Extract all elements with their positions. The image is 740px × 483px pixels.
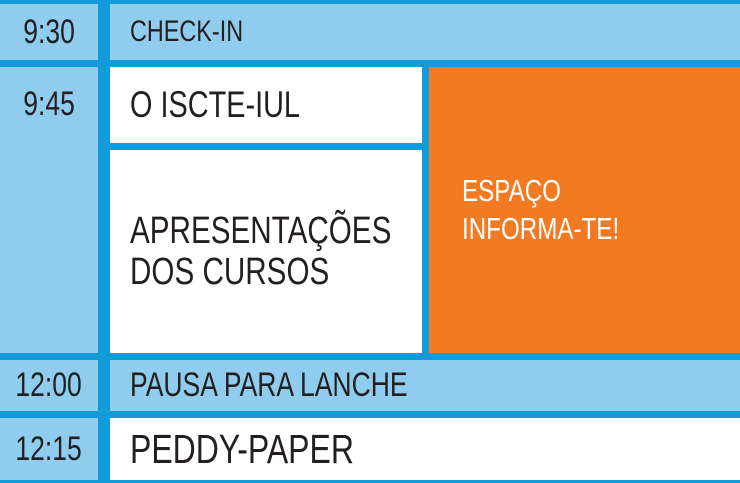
event-label: CHECK-IN [130,14,244,48]
time-label: 12:00 [15,366,83,405]
time-label: 12:15 [15,429,83,468]
event-cell-checkin: CHECK-IN [110,4,740,60]
time-label: 9:45 [23,85,75,123]
side-panel-label: ESPAÇO INFORMA-TE! [462,173,620,246]
time-cell-0945: 9:45 [0,67,98,353]
event-label: O ISCTE-IUL [130,84,300,126]
event-cell-apresentacoes: APRESENTAÇÕES DOS CURSOS [110,150,422,353]
side-panel-espaco-informate: ESPAÇO INFORMA-TE! [429,67,740,353]
event-cell-peddypaper: PEDDY-PAPER [110,418,740,480]
time-cell-1215: 12:15 [0,418,98,480]
event-label: PEDDY-PAPER [130,425,354,472]
event-cell-pausa: PAUSA PARA LANCHE [110,360,740,411]
event-cell-iscte: O ISCTE-IUL [110,67,422,143]
event-label: APRESENTAÇÕES DOS CURSOS [130,209,392,293]
event-label: PAUSA PARA LANCHE [130,366,408,405]
time-cell-0930: 9:30 [0,4,98,60]
time-label: 9:30 [23,12,75,51]
time-cell-1200: 12:00 [0,360,98,411]
